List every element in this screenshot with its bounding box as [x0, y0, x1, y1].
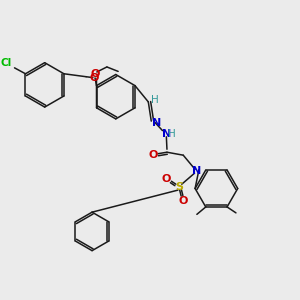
Text: H: H	[151, 95, 159, 105]
Text: O: O	[148, 150, 158, 160]
Text: N: N	[162, 129, 172, 139]
Text: N: N	[152, 118, 161, 128]
Text: O: O	[90, 69, 100, 80]
Text: O: O	[90, 73, 99, 82]
Text: O: O	[178, 196, 188, 206]
Text: N: N	[192, 166, 201, 176]
Text: S: S	[175, 182, 183, 192]
Text: H: H	[168, 129, 176, 139]
Text: Cl: Cl	[1, 58, 12, 68]
Text: O: O	[162, 174, 171, 184]
